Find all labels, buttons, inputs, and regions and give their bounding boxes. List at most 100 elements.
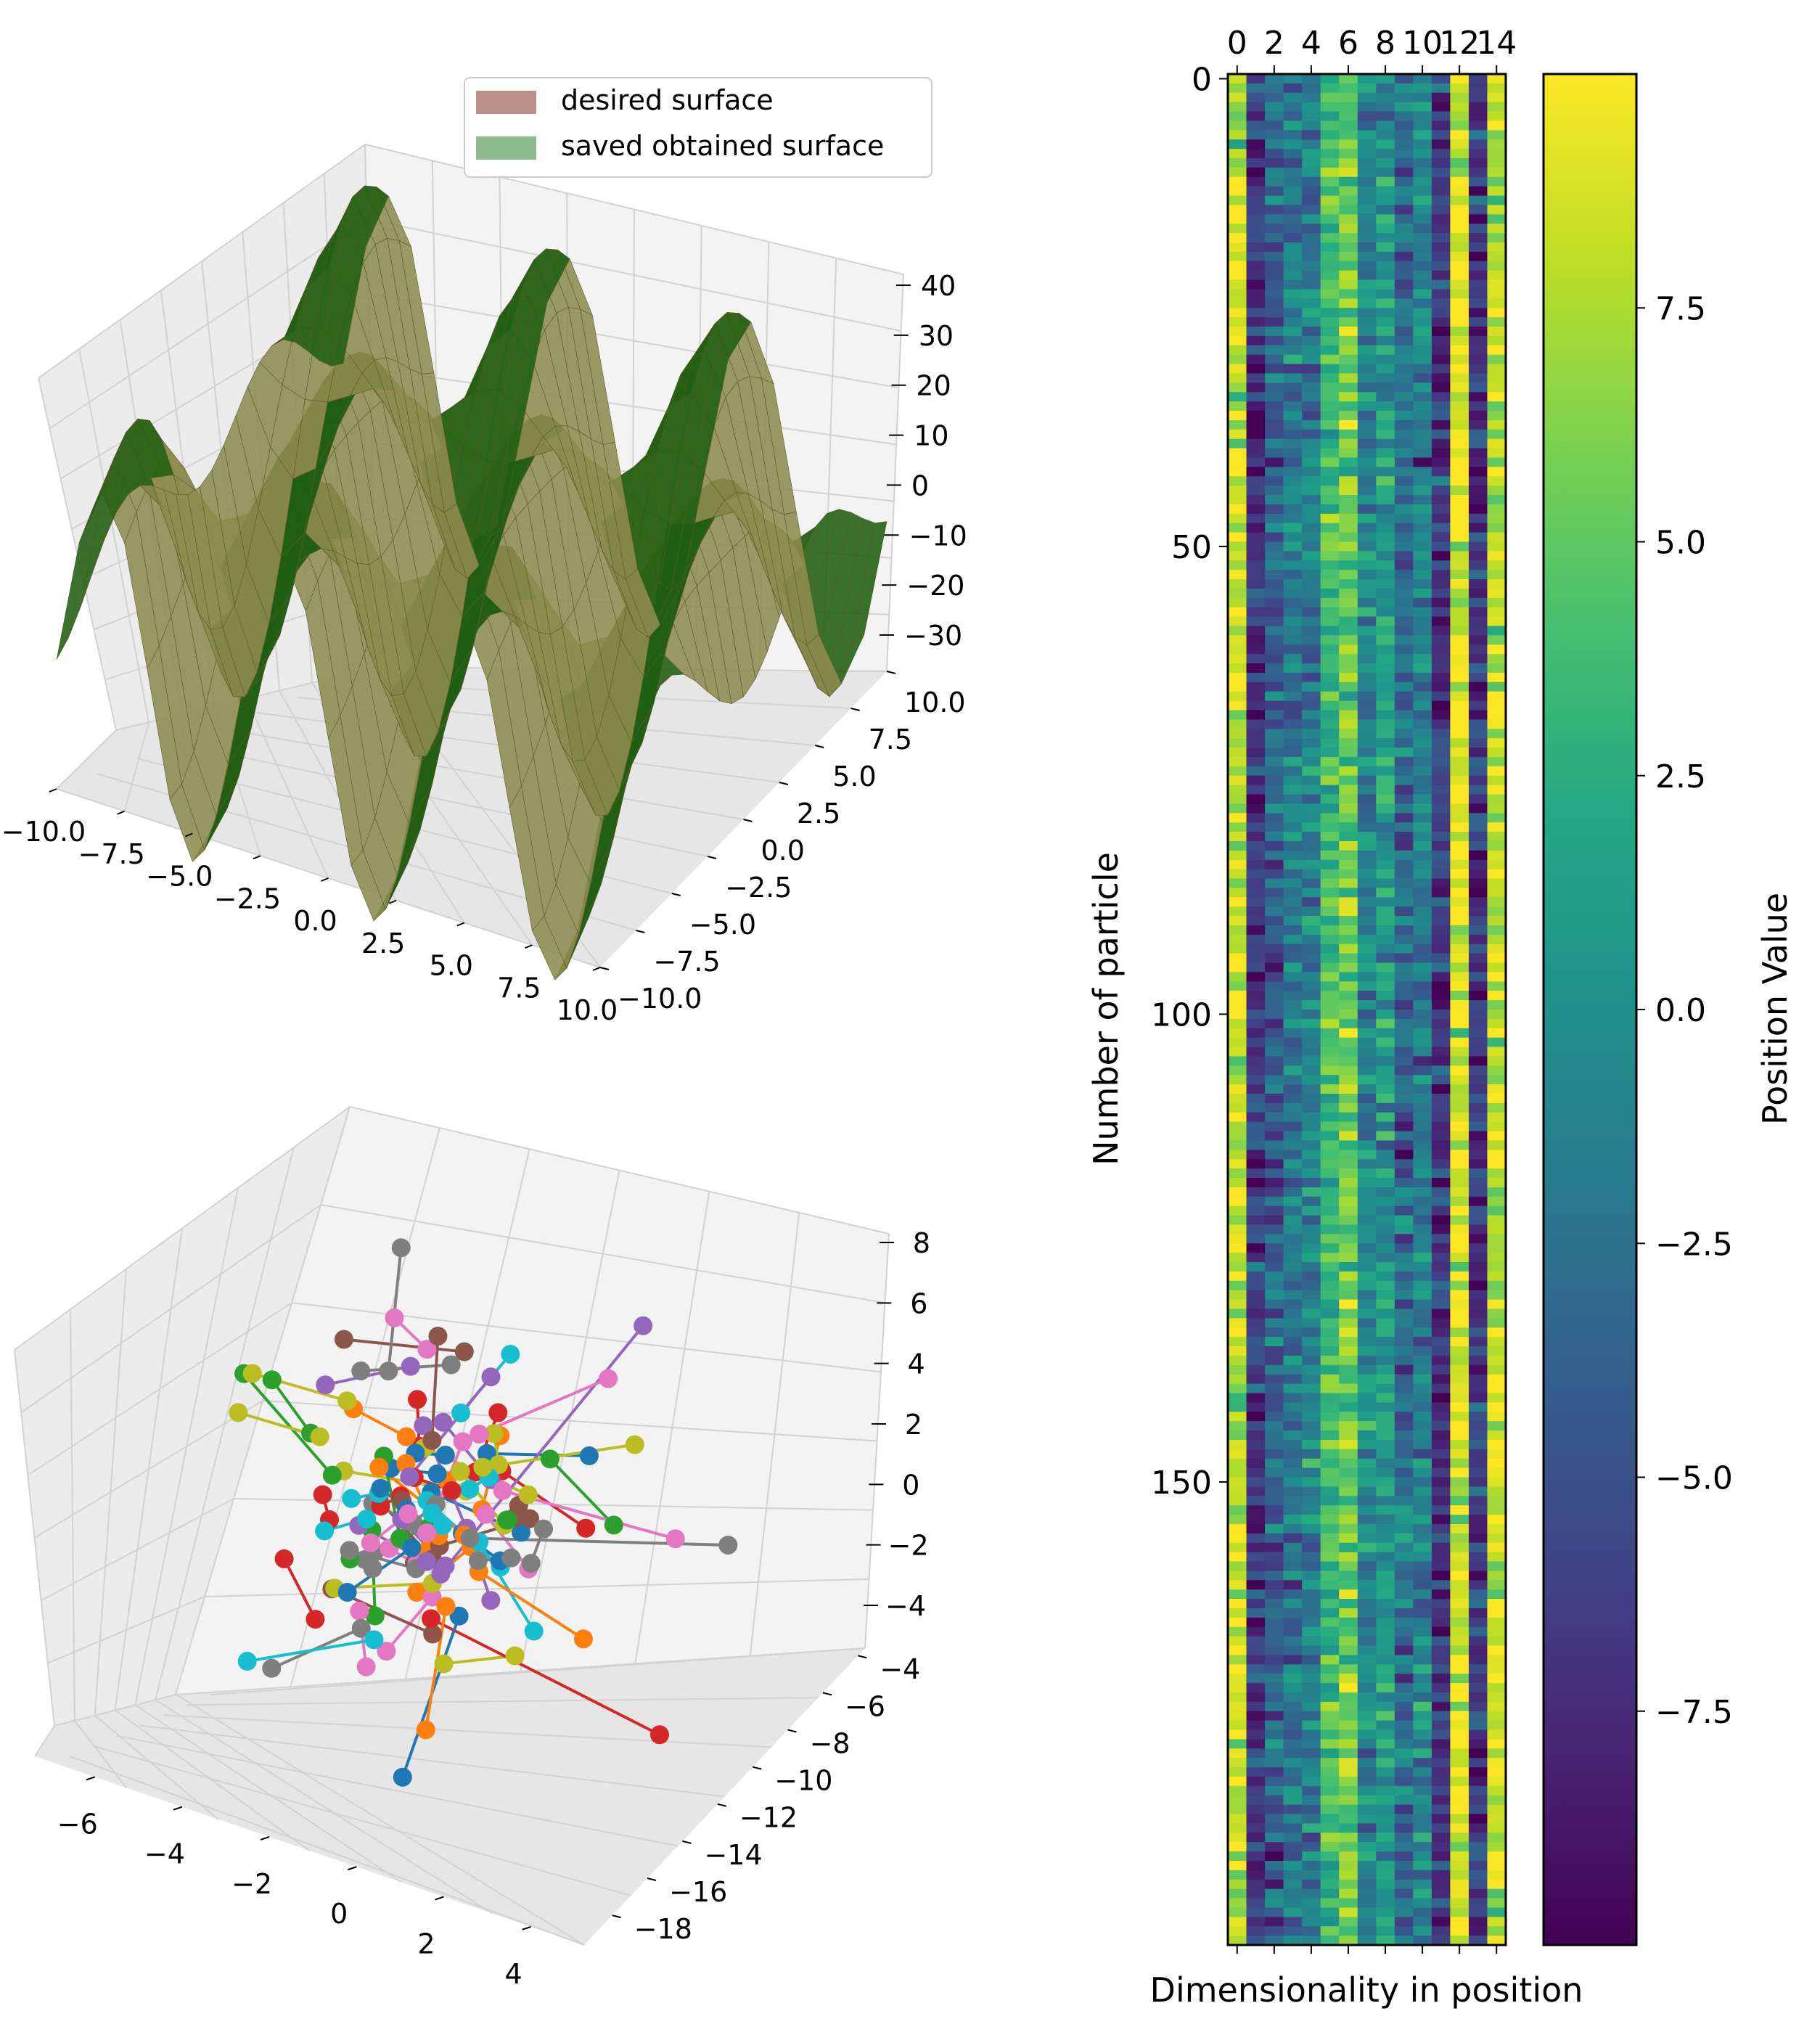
- heatmap-cell: [1376, 1205, 1395, 1216]
- heatmap-cell: [1487, 766, 1507, 777]
- heatmap-cell: [1413, 1449, 1432, 1459]
- heatmap-cell: [1302, 672, 1321, 683]
- heatmap-cell: [1283, 1515, 1303, 1525]
- heatmap-cell: [1228, 83, 1247, 94]
- heatmap-cell: [1320, 719, 1340, 729]
- heatmap-cell: [1265, 607, 1284, 618]
- heatmap-cell: [1431, 607, 1451, 618]
- heatmap-cell: [1246, 1860, 1266, 1871]
- heatmap-cell: [1468, 579, 1488, 589]
- heatmap-cell: [1487, 1383, 1507, 1394]
- heatmap-cell: [1431, 878, 1451, 889]
- heatmap-cell: [1376, 1589, 1395, 1600]
- y-tick: [787, 1729, 797, 1733]
- heatmap-cell: [1265, 1224, 1284, 1234]
- heatmap-cell: [1357, 1000, 1377, 1010]
- heatmap-cell: [1357, 1355, 1377, 1366]
- heatmap-cell: [1394, 1561, 1414, 1571]
- heatmap-cell: [1468, 1196, 1488, 1207]
- heatmap-cell: [1450, 1833, 1469, 1843]
- heatmap-cell: [1228, 167, 1247, 178]
- heatmap-cell: [1431, 635, 1451, 645]
- heatmap-cell: [1450, 92, 1469, 103]
- heatmap-cell: [1413, 411, 1432, 421]
- heatmap-cell: [1376, 167, 1395, 178]
- heatmap-cell: [1376, 607, 1395, 618]
- heatmap-cell: [1468, 719, 1488, 729]
- heatmap-cell: [1302, 317, 1321, 327]
- heatmap-cell: [1246, 1523, 1266, 1534]
- heatmap-cell: [1228, 513, 1247, 524]
- heatmap-cell: [1487, 681, 1507, 692]
- heatmap-cell: [1450, 120, 1469, 131]
- heatmap-cell: [1283, 878, 1303, 889]
- heatmap-cell: [1283, 869, 1303, 880]
- heatmap-cell: [1320, 214, 1340, 224]
- heatmap-cell: [1431, 626, 1451, 636]
- heatmap-cell: [1413, 1655, 1432, 1665]
- heatmap-cell: [1283, 1888, 1303, 1899]
- heatmap-cell: [1431, 925, 1451, 935]
- heatmap-cell: [1450, 1711, 1469, 1721]
- heatmap-cell: [1302, 186, 1321, 197]
- heatmap-cell: [1246, 261, 1266, 271]
- heatmap-cell: [1357, 1150, 1377, 1160]
- heatmap-cell: [1450, 1814, 1469, 1825]
- heatmap-cell: [1265, 1823, 1284, 1833]
- heatmap-cell: [1394, 1477, 1414, 1487]
- y-tick: [636, 930, 645, 933]
- heatmap-cell: [1339, 719, 1358, 729]
- heatmap-cell: [1413, 364, 1432, 374]
- heatmap-cell: [1339, 1383, 1358, 1394]
- heatmap-cell: [1283, 233, 1303, 243]
- heatmap-cell: [1302, 1467, 1321, 1478]
- heatmap-cell: [1394, 1028, 1414, 1039]
- heatmap-cell: [1283, 1402, 1303, 1412]
- heatmap-cell: [1450, 214, 1469, 224]
- heatmap-cell: [1487, 1224, 1507, 1234]
- heatmap-cell: [1302, 1636, 1321, 1647]
- heatmap-cell: [1394, 308, 1414, 318]
- heatmap-cell: [1487, 1851, 1507, 1862]
- heatmap-cell: [1283, 83, 1303, 94]
- heatmap-cell: [1320, 1571, 1340, 1581]
- heatmap-cell: [1283, 532, 1303, 543]
- heatmap-cell: [1357, 1196, 1377, 1207]
- heatmap-cell: [1265, 850, 1284, 861]
- heatmap-cell: [1394, 822, 1414, 832]
- heatmap-cell: [1228, 1739, 1247, 1749]
- heatmap-cell: [1265, 1374, 1284, 1385]
- heatmap-cell: [1431, 1327, 1451, 1338]
- heatmap-cell: [1413, 832, 1432, 842]
- heatmap-cell: [1376, 1898, 1395, 1909]
- heatmap-cell: [1431, 1364, 1451, 1375]
- heatmap-cell: [1265, 1608, 1284, 1618]
- heatmap-cell: [1376, 1234, 1395, 1244]
- heatmap-cell: [1413, 1851, 1432, 1862]
- heatmap-cell: [1265, 635, 1284, 645]
- heatmap-cell: [1283, 1936, 1303, 1946]
- heatmap-cell: [1357, 897, 1377, 907]
- heatmap-cell: [1339, 972, 1358, 982]
- heatmap-cell: [1228, 1701, 1247, 1712]
- heatmap-cell: [1228, 1374, 1247, 1385]
- heatmap-cell: [1468, 364, 1488, 374]
- heatmap-cell: [1394, 392, 1414, 402]
- heatmap-cell: [1302, 1205, 1321, 1216]
- heatmap-cell: [1283, 1084, 1303, 1094]
- heatmap-cell: [1339, 1626, 1358, 1637]
- particle-point: [237, 1652, 257, 1671]
- heatmap-cell: [1450, 308, 1469, 318]
- heatmap-cell: [1468, 1037, 1488, 1048]
- heatmap-cell: [1283, 486, 1303, 496]
- heatmap-cell: [1246, 775, 1266, 786]
- heatmap-cell: [1357, 616, 1377, 627]
- heatmap-cell: [1357, 130, 1377, 140]
- heatmap-cell: [1302, 1758, 1321, 1768]
- heatmap-cell: [1302, 1608, 1321, 1618]
- heatmap-cell: [1283, 1917, 1303, 1927]
- heatmap-cell: [1283, 616, 1303, 627]
- heatmap-cell: [1302, 1327, 1321, 1338]
- particle-point: [401, 1356, 420, 1376]
- heatmap-ylabel: Number of particle: [1086, 852, 1126, 1166]
